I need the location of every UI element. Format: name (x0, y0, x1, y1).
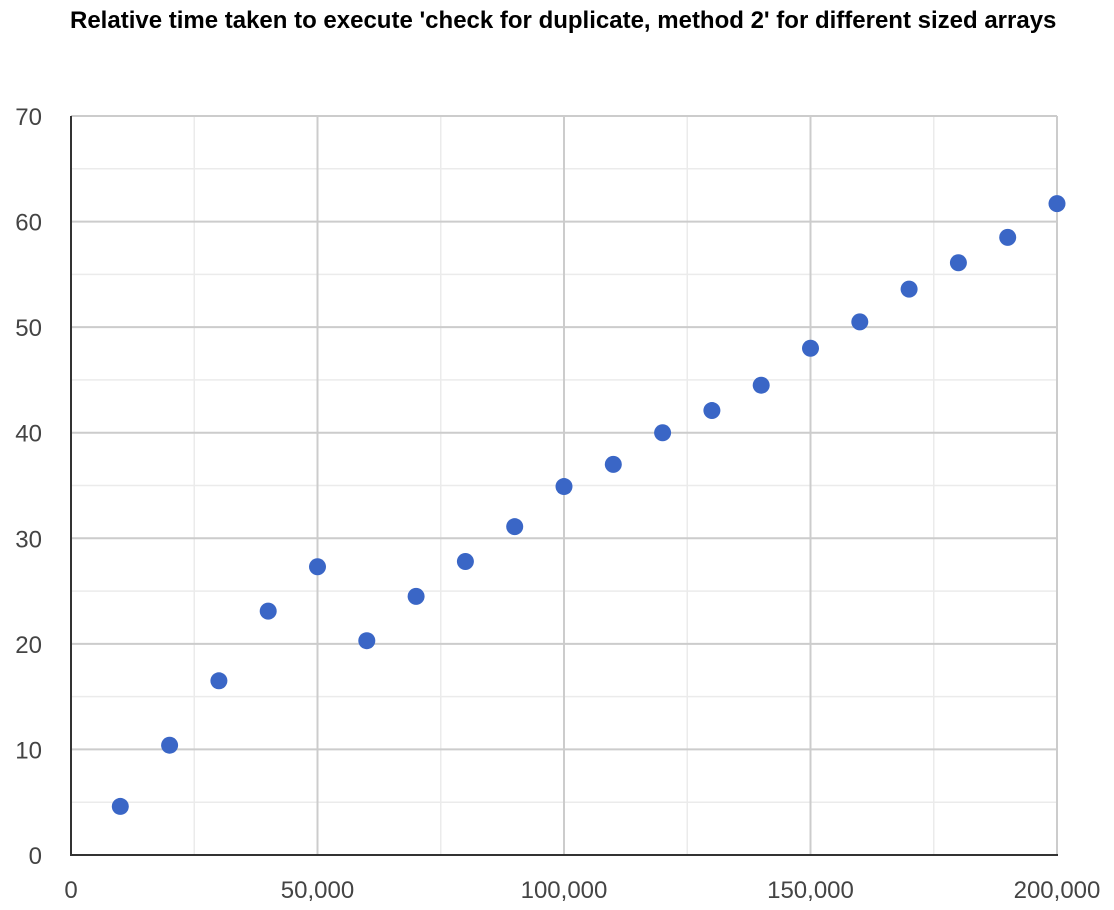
data-point (1048, 195, 1066, 213)
y-tick-label: 0 (29, 843, 42, 870)
data-point (851, 313, 869, 331)
y-tick-label: 50 (15, 315, 42, 342)
y-tick-label: 40 (15, 421, 42, 448)
x-tick-label: 0 (64, 877, 77, 904)
y-tick-label: 20 (15, 632, 42, 659)
data-point (210, 672, 228, 690)
x-tick-label: 200,000 (1014, 877, 1101, 904)
data-point (949, 254, 967, 272)
major-gridlines (71, 115, 1058, 855)
data-point (555, 478, 573, 496)
data-point (654, 424, 672, 442)
data-point (752, 376, 770, 394)
x-tick-label: 150,000 (767, 877, 854, 904)
axes (70, 116, 1058, 856)
x-tick-label: 100,000 (521, 877, 608, 904)
data-point (604, 455, 622, 473)
data-point (999, 228, 1017, 246)
data-point (111, 797, 129, 815)
data-point (456, 553, 474, 571)
y-tick-label: 30 (15, 526, 42, 553)
data-point (703, 402, 721, 420)
x-tick-label: 50,000 (281, 877, 354, 904)
x-axis-tick-labels: 0 50,000 100,000 150,000 200,000 (64, 877, 1100, 904)
y-tick-label: 60 (15, 210, 42, 237)
y-tick-label: 70 (15, 104, 42, 131)
data-point (309, 558, 326, 576)
data-point (407, 587, 425, 605)
chart-title: Relative time taken to execute 'check fo… (70, 7, 1057, 34)
y-tick-label: 10 (15, 737, 42, 764)
y-axis-tick-labels: 0 10 20 30 40 50 60 70 (15, 104, 42, 870)
data-point (900, 280, 918, 298)
data-points (111, 195, 1066, 815)
data-point (506, 518, 524, 536)
data-point (802, 339, 819, 357)
data-point (259, 602, 277, 620)
data-point (161, 736, 179, 754)
data-point (358, 632, 376, 650)
